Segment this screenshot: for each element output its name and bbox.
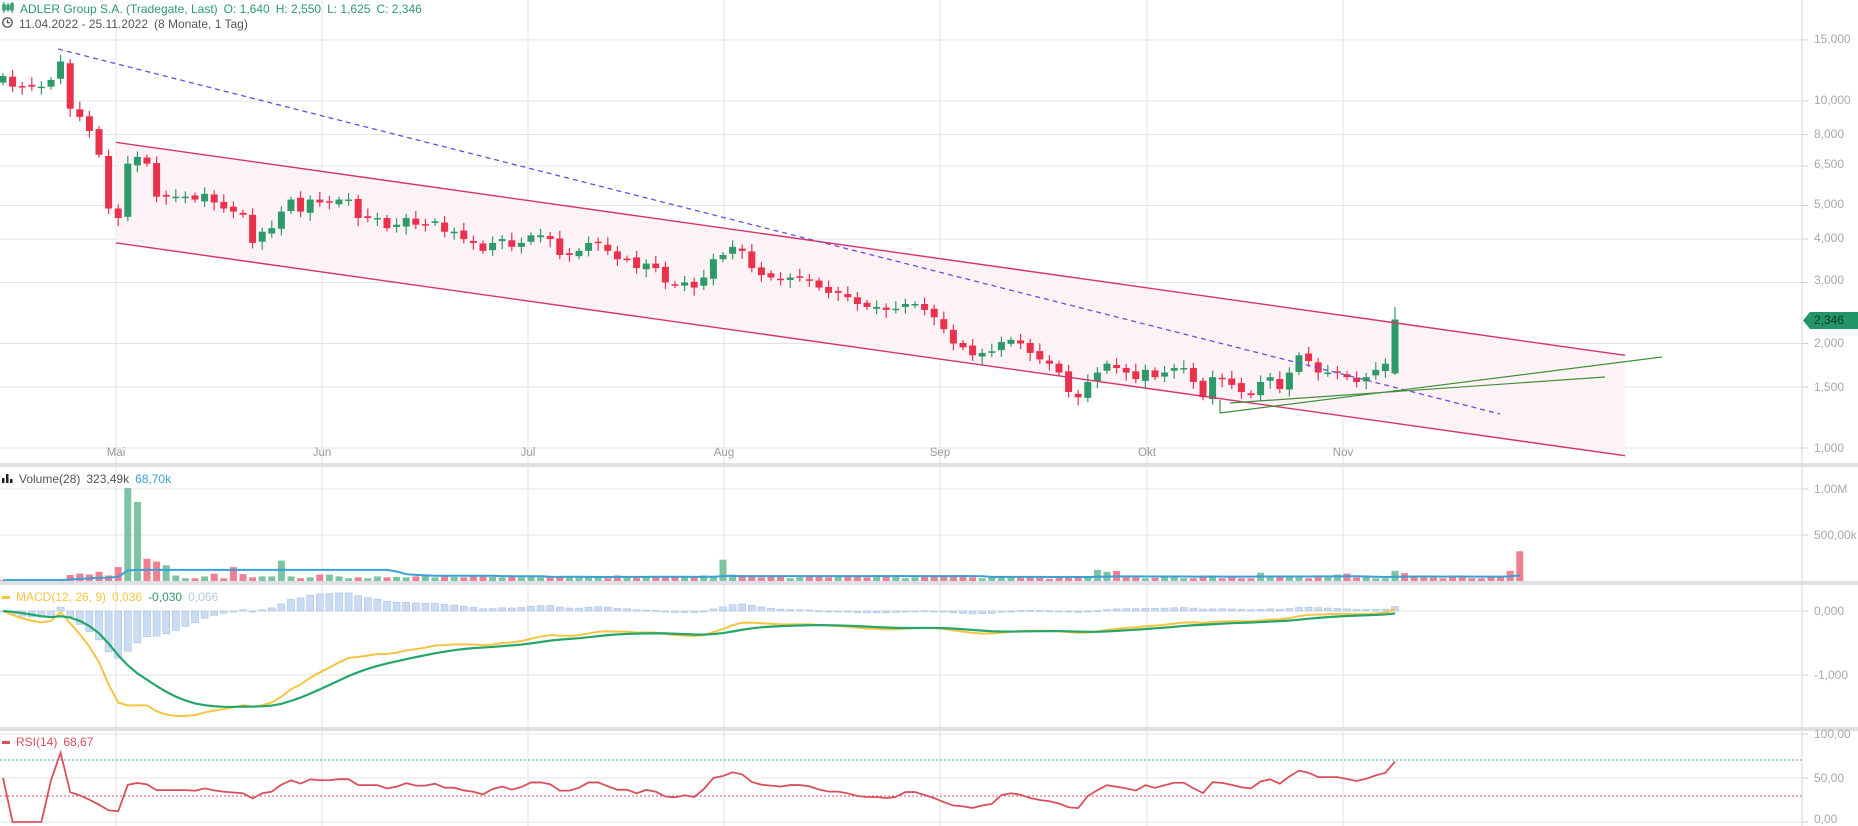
trend-drawings[interactable] xyxy=(57,48,1663,457)
price-tick: 1,500 xyxy=(1814,380,1845,394)
rsi-swatch-icon xyxy=(2,740,10,744)
macd-tick: 0,000 xyxy=(1814,604,1845,618)
volume-ma-value: 68,70k xyxy=(135,472,172,486)
macd-value: 0,036 xyxy=(112,590,143,604)
instrument-legend: ADLER Group S.A. (Tradegate, Last) O: 1,… xyxy=(2,2,422,16)
month-label: Mai xyxy=(106,447,126,459)
channel-fill xyxy=(116,142,1625,456)
price-tick: 5,000 xyxy=(1814,197,1845,211)
macd-label[interactable]: MACD(12, 26, 9) xyxy=(16,590,107,604)
close-value: C: 2,346 xyxy=(376,2,422,16)
last-price-tag: 2,346 xyxy=(1803,312,1858,329)
instrument-name[interactable]: ADLER Group S.A. (Tradegate, Last) xyxy=(20,2,218,16)
volume-label[interactable]: Volume(28) xyxy=(19,472,81,486)
date-range[interactable]: 11.04.2022 - 25.11.2022 xyxy=(19,17,148,31)
low-value: L: 1,625 xyxy=(327,2,371,16)
month-label: Okt xyxy=(1138,447,1156,459)
price-tick: 1,000 xyxy=(1814,441,1845,455)
month-label: Nov xyxy=(1332,447,1354,459)
month-label: Aug xyxy=(713,447,735,459)
price-tick: 2,000 xyxy=(1814,336,1845,350)
price-tick: 8,000 xyxy=(1814,127,1845,141)
bar-chart-icon xyxy=(2,472,13,486)
signal-value: -0,030 xyxy=(148,590,183,604)
open-value: O: 1,640 xyxy=(223,2,270,16)
candlestick-icon xyxy=(2,2,14,16)
price-tick: 10,000 xyxy=(1814,93,1851,107)
duration: (8 Monate, 1 Tag) xyxy=(154,17,248,31)
rsi-label[interactable]: RSI(14) xyxy=(16,735,58,749)
price-tick: 6,500 xyxy=(1814,157,1845,171)
macd-series xyxy=(0,592,1399,717)
histogram-value: 0,066 xyxy=(188,590,219,604)
volume-value: 323,49k xyxy=(86,472,130,486)
high-value: H: 2,550 xyxy=(275,2,322,16)
volume-tick: 1,00M xyxy=(1814,482,1848,496)
candlestick-series xyxy=(0,54,1399,406)
date-range-legend: 11.04.2022 - 25.11.2022 (8 Monate, 1 Tag… xyxy=(2,17,248,31)
rsi-tick: 50,00 xyxy=(1814,771,1845,785)
price-tick: 3,000 xyxy=(1814,273,1845,287)
month-label: Jun xyxy=(312,447,332,459)
rsi-tick: 0,00 xyxy=(1814,812,1838,826)
panel-separators[interactable] xyxy=(0,463,1858,731)
volume-tick: 500,00k xyxy=(1814,528,1857,542)
clock-icon xyxy=(2,17,13,31)
volume-legend: Volume(28) 323,49k 68,70k xyxy=(2,472,171,486)
macd-swatch-icon xyxy=(2,595,10,599)
price-tick: 15,000 xyxy=(1814,32,1851,46)
price-tick: 4,000 xyxy=(1814,231,1845,245)
macd-legend: MACD(12, 26, 9) 0,036 -0,030 0,066 xyxy=(2,590,218,604)
rsi-tick: 100,00 xyxy=(1814,727,1851,741)
month-label: Sep xyxy=(929,447,951,459)
macd-tick: -1,000 xyxy=(1814,668,1849,682)
rsi-series xyxy=(2,749,1396,823)
rsi-legend: RSI(14) 68,67 xyxy=(2,735,93,749)
month-label: Jul xyxy=(520,447,536,459)
volume-bars xyxy=(0,488,1524,582)
rsi-value: 68,67 xyxy=(63,735,94,749)
